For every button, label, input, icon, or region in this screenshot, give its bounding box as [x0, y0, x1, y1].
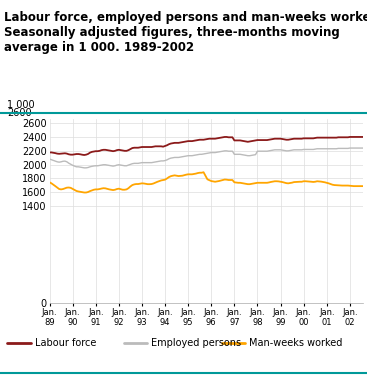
Employed persons: [47, 157, 52, 161]
Man-weeks worked: [361, 184, 366, 188]
Employed persons: [176, 155, 181, 160]
Labour force: [47, 150, 52, 155]
Man-weeks worked: [199, 170, 204, 175]
Man-weeks worked: [97, 187, 102, 191]
Labour force: [222, 135, 227, 139]
Man-weeks worked: [350, 184, 354, 188]
Labour force: [294, 136, 298, 141]
Employed persons: [361, 146, 366, 150]
Text: Man-weeks worked: Man-weeks worked: [249, 338, 342, 348]
Text: 2600: 2600: [7, 108, 32, 118]
Employed persons: [97, 163, 102, 168]
Employed persons: [350, 146, 354, 150]
Text: 1 000: 1 000: [7, 100, 35, 110]
Man-weeks worked: [176, 174, 181, 178]
Labour force: [350, 135, 354, 139]
Man-weeks worked: [294, 180, 298, 184]
Line: Employed persons: Employed persons: [50, 148, 363, 168]
Employed persons: [199, 152, 204, 156]
Employed persons: [278, 147, 283, 152]
Labour force: [82, 153, 86, 157]
Man-weeks worked: [82, 190, 86, 195]
Text: Labour force: Labour force: [34, 338, 96, 348]
Employed persons: [292, 147, 296, 152]
Text: Labour force, employed persons and man-weeks worked.
Seasonally adjusted figures: Labour force, employed persons and man-w…: [4, 11, 367, 54]
Man-weeks worked: [280, 180, 285, 184]
Man-weeks worked: [201, 170, 206, 175]
Labour force: [361, 135, 366, 139]
Labour force: [176, 141, 181, 145]
Employed persons: [82, 166, 86, 170]
Line: Man-weeks worked: Man-weeks worked: [50, 172, 363, 193]
Man-weeks worked: [47, 180, 52, 185]
Text: Employed persons: Employed persons: [151, 338, 241, 348]
Labour force: [280, 137, 285, 141]
Line: Labour force: Labour force: [50, 137, 363, 155]
Labour force: [97, 149, 102, 153]
Employed persons: [348, 146, 352, 150]
Labour force: [199, 138, 204, 142]
